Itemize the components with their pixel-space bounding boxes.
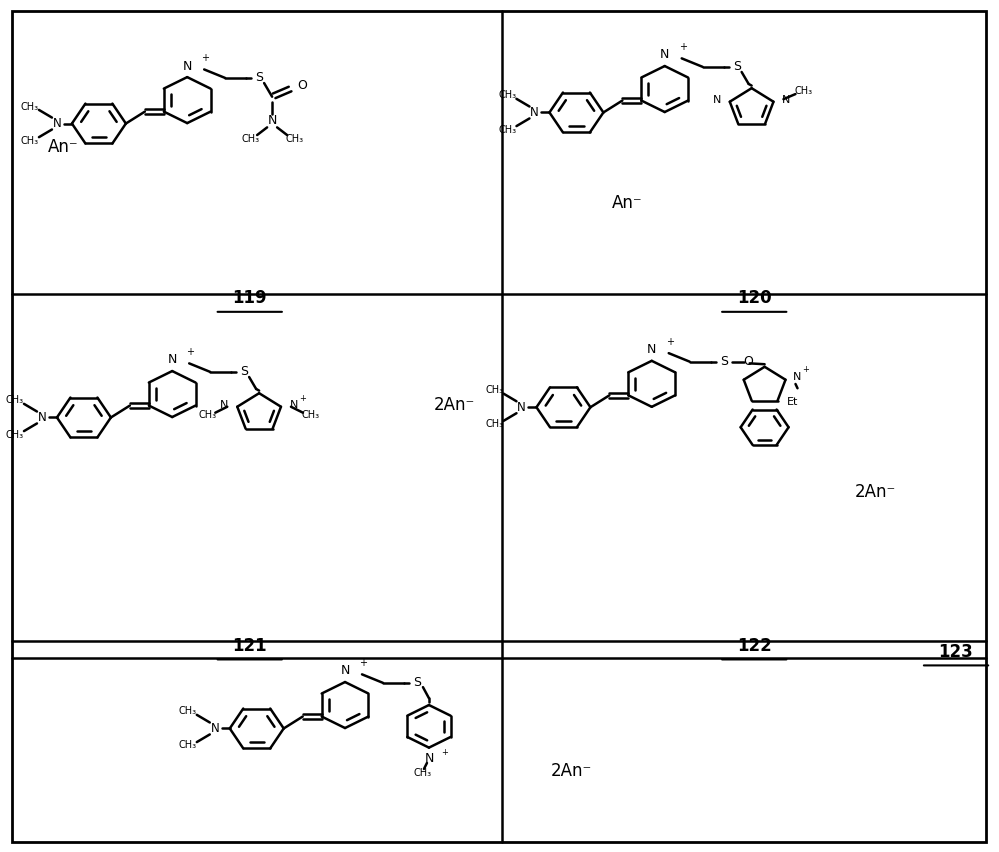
Text: S: S: [732, 60, 740, 73]
Text: 2An⁻: 2An⁻: [854, 483, 896, 502]
Text: CH₃: CH₃: [414, 769, 432, 778]
Text: N: N: [168, 354, 177, 366]
Text: N: N: [38, 411, 46, 424]
Text: S: S: [240, 366, 248, 378]
Text: S: S: [719, 355, 727, 368]
Text: N: N: [341, 665, 350, 677]
Text: 119: 119: [233, 289, 267, 308]
Text: Et: Et: [787, 397, 798, 407]
Text: +: +: [665, 337, 673, 347]
Text: 121: 121: [233, 636, 267, 655]
Text: +: +: [442, 748, 449, 757]
Text: N: N: [183, 60, 192, 72]
Text: N: N: [220, 400, 229, 410]
Text: CH₃: CH₃: [198, 411, 217, 420]
Text: CH₃: CH₃: [6, 429, 24, 440]
Text: CH₃: CH₃: [499, 90, 516, 101]
Text: +: +: [300, 394, 307, 403]
Text: N: N: [290, 400, 298, 410]
Text: O: O: [743, 355, 753, 368]
Text: N: N: [660, 49, 669, 61]
Text: CH₃: CH₃: [486, 385, 503, 395]
Text: N: N: [647, 343, 656, 356]
Text: N: N: [425, 752, 434, 765]
Text: S: S: [413, 676, 421, 689]
Text: N: N: [211, 722, 219, 735]
Text: S: S: [255, 72, 263, 84]
Text: CH₃: CH₃: [285, 135, 303, 144]
Text: CH₃: CH₃: [499, 124, 516, 135]
Text: CH₃: CH₃: [21, 101, 39, 112]
Text: An⁻: An⁻: [612, 193, 642, 212]
Text: O: O: [297, 79, 307, 92]
Text: CH₃: CH₃: [302, 411, 320, 420]
Text: N: N: [53, 117, 61, 130]
Text: CH₃: CH₃: [6, 395, 24, 406]
Text: CH₃: CH₃: [241, 135, 259, 144]
Text: N: N: [712, 95, 721, 105]
Text: 2An⁻: 2An⁻: [550, 762, 592, 780]
Text: N: N: [530, 106, 538, 119]
Text: CH₃: CH₃: [21, 135, 39, 146]
Text: CH₃: CH₃: [486, 419, 503, 429]
Text: 122: 122: [737, 636, 771, 655]
Text: N: N: [268, 114, 277, 127]
Text: N: N: [782, 95, 790, 105]
Text: 2An⁻: 2An⁻: [434, 395, 476, 414]
Text: +: +: [678, 43, 686, 52]
Text: CH₃: CH₃: [179, 740, 197, 751]
Text: +: +: [359, 659, 367, 668]
Text: 123: 123: [939, 642, 973, 661]
Text: An⁻: An⁻: [48, 138, 78, 157]
Text: 120: 120: [737, 289, 771, 308]
Text: CH₃: CH₃: [794, 87, 812, 96]
Text: +: +: [186, 348, 194, 357]
Text: N: N: [517, 400, 525, 414]
Text: +: +: [201, 54, 209, 63]
Text: CH₃: CH₃: [179, 706, 197, 717]
Text: +: +: [802, 365, 809, 374]
Text: N: N: [793, 372, 801, 383]
